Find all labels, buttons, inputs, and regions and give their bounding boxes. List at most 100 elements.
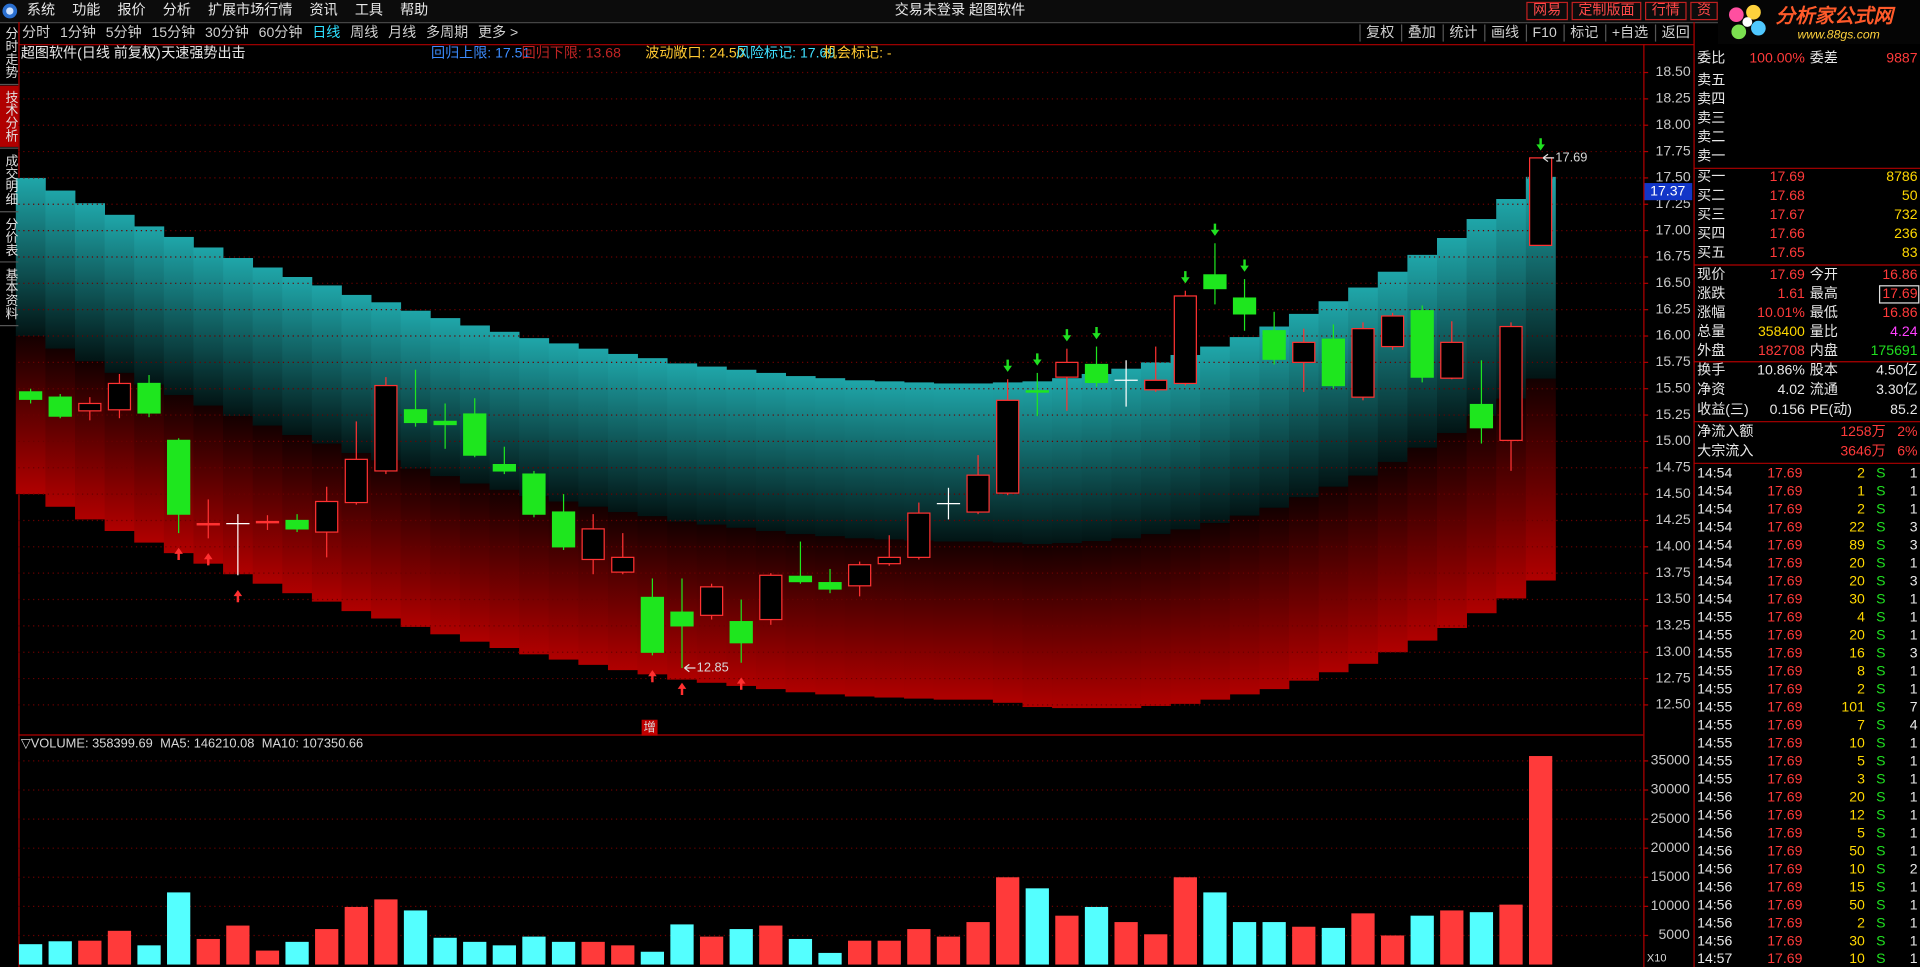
y-tick-label: 16.50 <box>1656 274 1691 290</box>
top-button[interactable]: 定制版面 <box>1578 2 1634 18</box>
top-button[interactable]: 资 <box>1697 2 1711 18</box>
panel-value: 17.69 <box>1882 285 1917 301</box>
tool-button[interactable]: F10 <box>1533 24 1557 40</box>
menu-item[interactable]: 扩展市场行情 <box>208 2 292 18</box>
volume-header: MA5: 146210.08 <box>160 736 254 751</box>
band-upper <box>578 348 609 507</box>
tool-button[interactable]: 画线 <box>1491 24 1519 40</box>
period-tab[interactable]: 日线 <box>312 24 340 40</box>
menu-item[interactable]: 分析 <box>163 2 191 18</box>
candle-body <box>1262 330 1286 360</box>
marker-box <box>641 719 658 736</box>
band-upper <box>548 343 579 502</box>
trade-count: 1 <box>1910 842 1918 858</box>
tool-button[interactable]: 叠加 <box>1408 24 1436 40</box>
band-upper <box>282 276 313 436</box>
side-tab[interactable]: 成交明细 <box>3 154 18 206</box>
candle-body <box>729 621 753 644</box>
tool-button[interactable]: 复权 <box>1366 24 1394 40</box>
band-lower <box>933 541 964 700</box>
period-tab[interactable]: 周线 <box>350 24 378 40</box>
period-tab[interactable]: 多周期 <box>426 24 468 40</box>
trade-time: 14:56 <box>1697 878 1732 894</box>
indicator-value: 回归上限: 17.51 <box>431 45 530 61</box>
volume-bar <box>433 937 457 965</box>
trade-price: 17.69 <box>1767 518 1802 534</box>
tool-button[interactable]: 统计 <box>1449 24 1477 40</box>
volume-bar <box>551 941 576 965</box>
volume-bar <box>1528 756 1553 965</box>
tool-button[interactable]: +自选 <box>1612 24 1648 40</box>
buy-arrow <box>233 589 243 603</box>
trade-time: 14:54 <box>1697 464 1732 480</box>
volume-bar <box>581 941 605 965</box>
band-lower <box>815 536 846 695</box>
side-tab[interactable]: 基本资料 <box>3 268 18 320</box>
period-tab[interactable]: 15分钟 <box>151 24 195 40</box>
trade-count: 7 <box>1910 698 1918 714</box>
trade-time: 14:54 <box>1697 590 1732 606</box>
panel-label: 股本 <box>1810 362 1838 378</box>
flow-value: 1258万 <box>1840 423 1885 439</box>
trade-count: 1 <box>1910 950 1918 966</box>
side-tab[interactable]: 分价表 <box>3 218 18 257</box>
candle-body <box>107 382 132 411</box>
candle-body <box>818 582 842 590</box>
trade-price: 17.69 <box>1767 806 1802 822</box>
trade-side: S <box>1876 896 1885 912</box>
y-tick-label: 15.25 <box>1656 406 1691 422</box>
candle-body <box>1380 315 1405 348</box>
candle-body <box>1232 297 1257 315</box>
menu-item[interactable]: 工具 <box>355 2 383 18</box>
band-upper <box>75 203 105 362</box>
candle-body <box>1173 295 1197 385</box>
volume-bar <box>1262 922 1286 965</box>
trade-volume: 30 <box>1849 932 1865 948</box>
bid-price: 17.65 <box>1770 244 1805 260</box>
candle-body <box>1055 361 1079 378</box>
trade-count: 1 <box>1910 662 1918 678</box>
trade-volume: 10 <box>1849 950 1865 966</box>
top-button[interactable]: 行情 <box>1652 2 1680 18</box>
candle-body <box>611 556 635 573</box>
panel-label: 净资 <box>1697 381 1725 397</box>
trade-time: 14:55 <box>1697 662 1732 678</box>
period-tab[interactable]: 更多 > <box>478 24 518 40</box>
period-tab[interactable]: 1分钟 <box>60 24 96 40</box>
tool-button[interactable]: 返回 <box>1662 24 1690 40</box>
candle-body <box>551 511 576 548</box>
band-upper <box>193 247 224 406</box>
y-tick-label: 14.75 <box>1656 458 1691 474</box>
side-tab[interactable]: 技术分析 <box>3 91 18 143</box>
y-tick-label: 15000 <box>1651 868 1690 884</box>
trade-side: S <box>1876 914 1885 930</box>
high-label-arrow <box>1542 153 1555 163</box>
bid-volume: 83 <box>1902 244 1918 260</box>
menu-item[interactable]: 系统 <box>27 2 55 18</box>
trade-side: S <box>1876 572 1885 588</box>
panel-value: 4.24 <box>1890 323 1918 339</box>
candle-body <box>463 413 487 456</box>
side-tab[interactable]: 分时走势 <box>3 27 18 80</box>
period-tab[interactable]: 月线 <box>388 24 416 40</box>
period-tab[interactable]: 分时 <box>22 24 50 40</box>
trade-volume: 50 <box>1849 842 1865 858</box>
period-tab[interactable]: 30分钟 <box>205 24 249 40</box>
menu-item[interactable]: 资讯 <box>310 2 338 18</box>
bid-label: 买一 <box>1697 168 1725 184</box>
trade-time: 14:55 <box>1697 626 1732 642</box>
band-upper <box>667 363 698 522</box>
tool-button[interactable]: 标记 <box>1570 24 1598 40</box>
menu-item[interactable]: 帮助 <box>400 2 428 18</box>
top-button[interactable]: 网易 <box>1533 2 1561 18</box>
trade-time: 14:56 <box>1697 824 1732 840</box>
menu-item[interactable]: 报价 <box>117 2 145 18</box>
menu-item[interactable]: 功能 <box>72 2 100 18</box>
trade-volume: 22 <box>1849 518 1865 534</box>
band-upper <box>756 372 786 532</box>
logo-petal <box>1728 7 1744 23</box>
period-tab[interactable]: 5分钟 <box>106 24 142 40</box>
band-lower <box>1288 497 1319 681</box>
period-tab[interactable]: 60分钟 <box>259 24 303 40</box>
